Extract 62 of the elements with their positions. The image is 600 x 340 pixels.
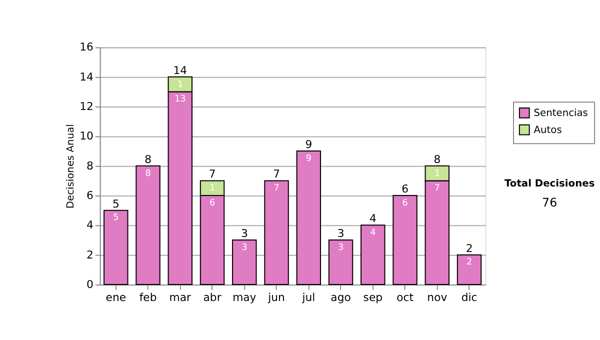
data-label: 7: [434, 184, 440, 194]
data-label: 1: [177, 80, 183, 90]
bar: [392, 195, 418, 285]
text: Total Decisiones: [504, 178, 595, 190]
legend-label: Sentencias: [534, 108, 588, 119]
total-label: 8: [144, 152, 152, 166]
bar: [232, 240, 257, 285]
total-label: 6: [402, 182, 409, 196]
data-label: 7: [274, 184, 280, 194]
total-label: 7: [273, 168, 280, 181]
x-tick-label: oct: [396, 290, 414, 304]
y-tick-label: 12: [80, 100, 94, 114]
total-label: 2: [466, 242, 473, 255]
x-tick-label: may: [232, 290, 257, 304]
x-tick-label: ago: [330, 290, 352, 304]
data-label: 8: [145, 168, 152, 179]
data-label: 6: [209, 198, 216, 208]
x-tick-label: nov: [427, 290, 448, 304]
bar: [136, 165, 160, 285]
total-label: 4: [369, 212, 376, 226]
x-tick-label: ene: [106, 290, 126, 304]
total-label: 9: [305, 138, 312, 152]
x-tick-label: dic: [461, 290, 478, 304]
x-tick-label: jun: [267, 290, 285, 304]
data-label: 1: [434, 168, 440, 179]
y-tick-label: 16: [80, 40, 94, 54]
total-label: 3: [240, 227, 248, 240]
data-label: 13: [174, 94, 186, 105]
data-label: 1: [209, 184, 216, 194]
x-tick-label: mar: [169, 290, 192, 304]
y-tick-label: 6: [86, 188, 94, 202]
data-label: 4: [370, 228, 376, 238]
y-tick-label: 8: [86, 159, 94, 172]
bar: [456, 254, 482, 285]
x-tick-label: feb: [139, 290, 157, 304]
bar: [264, 180, 289, 285]
x-tick-label: sep: [363, 290, 383, 304]
total-label: 8: [434, 152, 441, 166]
data-label: 3: [242, 242, 248, 253]
x-tick-label: abr: [203, 290, 222, 304]
y-tick-label: 4: [86, 218, 94, 232]
y-tick-label: 2: [86, 248, 94, 262]
y-tick-label: 0: [86, 278, 94, 291]
total-label: 7: [208, 168, 216, 181]
y-tick-label: 14: [80, 70, 94, 84]
data-label: 9: [306, 154, 312, 164]
legend-label: Autos: [534, 124, 562, 136]
data-label: 6: [402, 198, 408, 208]
bar: [104, 210, 128, 285]
y-tick-label: 10: [80, 130, 94, 143]
total-label: 5: [112, 197, 120, 210]
total-label: 14: [173, 64, 188, 77]
total-label: 3: [337, 227, 344, 240]
y-axis-title: Decisiones Anual: [66, 124, 77, 209]
text: 76: [542, 195, 558, 210]
data-label: 2: [466, 258, 472, 268]
x-tick-label: jul: [301, 290, 316, 304]
data-label: 5: [113, 213, 119, 224]
data-label: 3: [338, 242, 344, 253]
bar: [360, 224, 386, 285]
bar: [328, 240, 354, 285]
bar: [296, 150, 322, 285]
